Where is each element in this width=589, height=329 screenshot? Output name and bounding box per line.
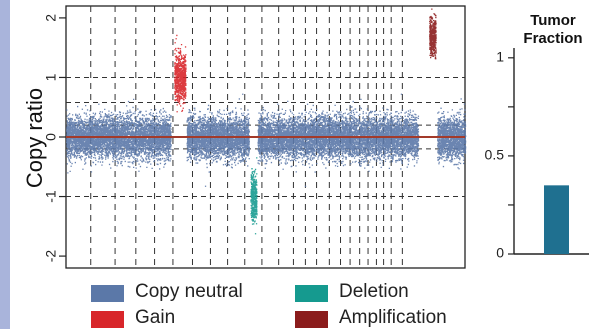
legend-label: Deletion xyxy=(339,281,409,302)
copy-neutral-points-6 xyxy=(437,98,467,170)
amplification-points-5 xyxy=(429,8,437,60)
gain-segment-1 xyxy=(174,34,187,113)
bar-y-tick-label-2: 0 xyxy=(496,245,504,261)
bar-y-tick-label-0: 1 xyxy=(496,49,504,65)
deletion-points-3 xyxy=(250,157,258,235)
y-tick-label-1: 1 xyxy=(43,73,59,81)
legend-swatch xyxy=(295,311,328,328)
legend-label: Gain xyxy=(135,307,176,328)
legend-swatch xyxy=(295,285,328,302)
y-tick-label-4: -2 xyxy=(43,250,59,263)
copy-ratio-plot: 2 1 0 -1 -2 xyxy=(43,5,467,269)
copy-neutral-points-4 xyxy=(257,93,420,187)
y-tick-label-0: 2 xyxy=(43,14,59,22)
copy-neutral-segment-4 xyxy=(257,93,420,187)
deletion-segment-3 xyxy=(250,157,258,235)
copy-neutral-segment-2 xyxy=(186,93,250,187)
y-axis-label: Copy ratio xyxy=(22,88,47,188)
y-tick-label-2: 0 xyxy=(43,133,59,141)
tumor-fraction-title: Tumor Fraction xyxy=(523,12,582,47)
legend-swatch xyxy=(91,285,124,302)
copy-neutral-points-2 xyxy=(186,93,250,187)
copy-neutral-segment-6 xyxy=(437,98,467,170)
gain-points-1 xyxy=(174,34,187,113)
legend-label: Copy neutral xyxy=(135,281,243,302)
left-accent-bar xyxy=(0,0,10,329)
legend-label: Amplification xyxy=(339,307,447,328)
legend-swatch xyxy=(91,311,124,328)
amplification-segment-5 xyxy=(429,8,437,60)
bar-y-tick-label-1: 0.5 xyxy=(485,147,505,163)
tumor-fraction-plot: 10.50 xyxy=(485,48,589,261)
y-tick-label-3: -1 xyxy=(43,190,59,203)
tumor-fraction-bar-0 xyxy=(544,185,569,254)
